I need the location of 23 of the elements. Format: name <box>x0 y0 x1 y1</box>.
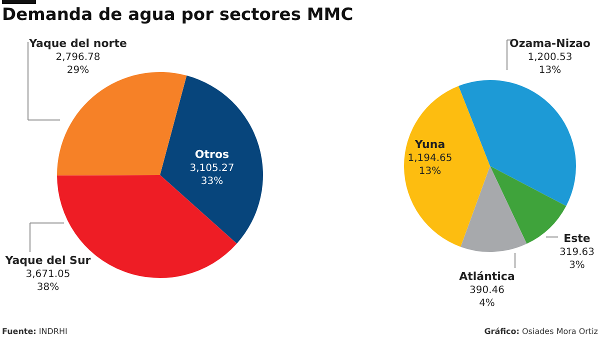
pie-slice <box>460 166 527 252</box>
chart-title: Demanda de agua por sectores MMC <box>2 5 354 25</box>
slice-label: Otros <box>194 148 230 161</box>
source-note: Fuente: INDRHI <box>2 327 68 336</box>
data-label: 3,105.27 33% <box>190 163 234 187</box>
pie-slice <box>490 166 566 244</box>
pie-slice <box>458 80 576 206</box>
data-label: 390.46 4% <box>470 285 504 309</box>
data-label: 319.63 3% <box>560 247 594 271</box>
data-label: 1,194.65 13% <box>408 153 452 177</box>
text: Gráfico: Osiades Mora Ortiz <box>484 327 598 336</box>
pie-slice <box>57 72 187 176</box>
data-label: 1,200.53 13% <box>528 52 572 76</box>
slice-label: Yaque del norte <box>28 37 127 50</box>
pie-slice <box>404 86 490 247</box>
slice-label: Yuna <box>414 138 446 151</box>
slice-label: Este <box>564 232 590 245</box>
slice-label: Yaque del Sur <box>4 254 92 267</box>
data-label: 3,671.05 38% <box>26 269 70 293</box>
pie-slice <box>160 76 263 244</box>
slice-label: Ozama-Nizao <box>510 37 591 50</box>
data-label: 2,796.78 29% <box>56 52 100 76</box>
slice-label: Atlántica <box>459 270 515 283</box>
